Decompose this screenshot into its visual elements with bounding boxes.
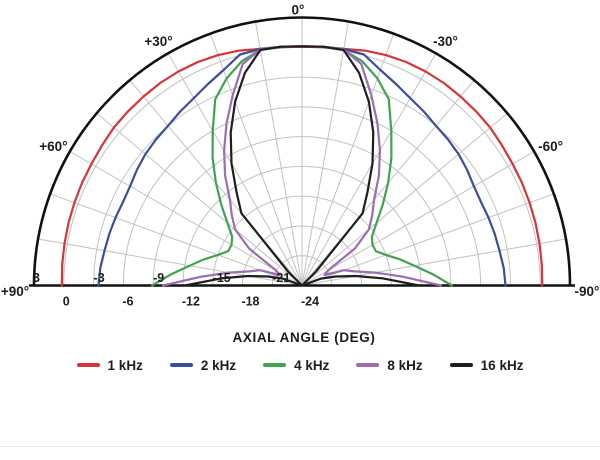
legend-item-2khz: 2 kHz (169, 357, 237, 373)
legend-swatch (76, 362, 100, 368)
legend-label: 1 kHz (107, 357, 143, 373)
x-axis-title: AXIAL ANGLE (DEG) (232, 330, 376, 345)
grid-spoke (167, 53, 303, 286)
legend-label: 8 kHz (387, 357, 423, 373)
legend-label: 2 kHz (200, 357, 237, 373)
legend-swatch (356, 362, 380, 368)
legend-item-4khz: 4 kHz (263, 358, 329, 373)
legend-label: 4 kHz (294, 357, 330, 373)
angle-tick-label: -60° (538, 139, 563, 154)
angle-tick-label: 0° (292, 3, 305, 18)
radial-tick-label: -9 (153, 271, 164, 285)
grid-spoke (209, 33, 303, 286)
angle-tick-label: +90° (1, 284, 29, 299)
radial-tick-label: -21 (272, 271, 290, 285)
radial-tick-label: 0 (63, 295, 70, 309)
outer-boundary-arc (32, 16, 572, 286)
series-curve-16khz (183, 45, 421, 287)
legend-swatch (449, 362, 473, 368)
radial-tick-label: 3 (33, 271, 40, 285)
grid-spoke (254, 21, 303, 286)
angle-tick-label: +60° (39, 139, 67, 154)
grid-spoke (301, 33, 395, 286)
legend-item-8khz: 8 kHz (356, 357, 423, 373)
radial-tick-label: -15 (213, 271, 231, 285)
radial-tick-label: -3 (94, 271, 105, 285)
radial-tick-label: -18 (241, 295, 259, 309)
legend-swatch (263, 362, 287, 368)
grid-spoke (301, 21, 350, 286)
legend: 1 kHz 2 kHz 4 kHz 8 kHz 16 kHz (0, 354, 600, 376)
angle-tick-label: -90° (575, 284, 600, 299)
bottom-divider (0, 446, 600, 447)
grid-spoke (301, 53, 437, 286)
grid-spoke (69, 151, 303, 286)
radial-tick-label: -12 (182, 295, 200, 309)
grid-spoke (301, 112, 508, 286)
grid-spoke (96, 112, 303, 286)
grid-spoke (301, 238, 567, 286)
grid-spoke (301, 151, 535, 286)
radial-tick-label: -24 (301, 295, 319, 309)
angle-tick-label: -30° (433, 34, 458, 49)
radial-tick-label: -6 (122, 295, 133, 309)
legend-item-1khz: 1 kHz (76, 357, 143, 373)
legend-label: 16 kHz (480, 357, 524, 373)
angle-tick-label: +30° (144, 34, 172, 49)
legend-swatch (169, 362, 193, 368)
grid-spoke (37, 238, 303, 286)
legend-item-16khz: 16 kHz (449, 357, 524, 373)
